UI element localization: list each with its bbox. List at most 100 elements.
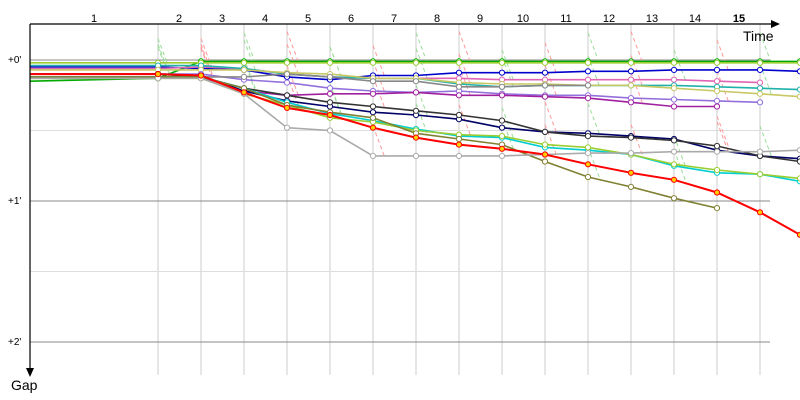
- data-point: [713, 59, 721, 66]
- x-tick-label: 6: [348, 13, 354, 25]
- x-tick-label: 4: [262, 13, 268, 25]
- data-point: [412, 107, 420, 114]
- data-point: [541, 59, 549, 66]
- y-tick-labels: +0' +1' +2': [8, 55, 21, 348]
- pit-connector: [372, 125, 386, 159]
- data-point: [756, 171, 764, 178]
- data-point: [796, 175, 800, 182]
- data-point: [498, 59, 506, 66]
- data-point: [369, 124, 377, 131]
- data-point: [796, 231, 800, 238]
- data-point: [796, 59, 800, 66]
- data-point: [498, 152, 506, 159]
- pit-connector: [587, 103, 601, 136]
- data-point: [584, 82, 592, 89]
- data-point: [584, 95, 592, 102]
- data-point: [670, 195, 678, 202]
- pit-connector: [372, 60, 386, 94]
- data-point: [756, 59, 764, 66]
- data-point: [756, 90, 764, 97]
- data-point: [796, 86, 800, 93]
- data-point: [713, 103, 721, 110]
- data-point: [283, 79, 291, 86]
- data-point: [713, 205, 721, 212]
- data-point: [541, 158, 549, 165]
- data-point: [670, 161, 678, 168]
- data-point: [627, 76, 635, 83]
- data-point: [584, 144, 592, 151]
- data-point: [670, 76, 678, 83]
- pit-connector: [544, 42, 558, 75]
- data-point: [541, 93, 549, 100]
- data-point: [498, 92, 506, 99]
- data-point: [326, 111, 334, 119]
- y-axis-arrow: [26, 368, 34, 377]
- data-point: [756, 85, 764, 92]
- data-point: [796, 93, 800, 100]
- pit-connector: [157, 43, 171, 77]
- data-point: [756, 209, 764, 216]
- x-tick-label: 3: [219, 13, 225, 25]
- data-point: [627, 59, 635, 66]
- data-point: [584, 133, 592, 140]
- pit-connector: [716, 115, 730, 149]
- data-point: [541, 151, 549, 158]
- pit-connector: [630, 31, 644, 64]
- data-point: [627, 183, 635, 190]
- x-axis-title: Time: [743, 28, 774, 44]
- data-point: [455, 59, 463, 66]
- data-point: [369, 103, 377, 110]
- data-point: [584, 161, 592, 168]
- series-line: [30, 73, 800, 237]
- data-point: [541, 128, 549, 135]
- x-tick-label: 7: [391, 13, 397, 25]
- data-point: [240, 89, 248, 96]
- data-point: [541, 69, 549, 76]
- data-point: [154, 71, 162, 78]
- y-tick-label: +1': [8, 196, 21, 207]
- data-point: [455, 92, 463, 99]
- data-point: [240, 59, 248, 66]
- x-tick-label: 8: [434, 13, 440, 25]
- data-point: [584, 59, 592, 66]
- data-point: [412, 89, 420, 96]
- data-point: [627, 150, 635, 157]
- data-point: [670, 103, 678, 110]
- x-tick-label: 15: [733, 13, 745, 25]
- x-tick-label: 14: [689, 13, 701, 25]
- data-point: [713, 189, 721, 196]
- series-points: [154, 58, 800, 238]
- data-point: [627, 99, 635, 106]
- pit-connector: [286, 43, 300, 77]
- data-point: [498, 117, 506, 124]
- x-tick-label: 12: [603, 13, 615, 25]
- data-point: [541, 141, 549, 148]
- data-point: [670, 137, 678, 144]
- data-point: [584, 76, 592, 83]
- data-point: [412, 78, 420, 85]
- data-point: [369, 90, 377, 97]
- data-point: [584, 68, 592, 75]
- data-point: [796, 68, 800, 75]
- data-point: [197, 72, 205, 79]
- data-point: [283, 71, 291, 78]
- x-tick-labels: 1 2 3 4 5 6 7 8 9 10 11 12 13 14 15: [91, 13, 745, 25]
- data-point: [756, 99, 764, 106]
- data-point: [326, 73, 334, 81]
- data-point: [796, 147, 800, 154]
- data-point: [498, 133, 506, 140]
- data-point: [756, 79, 764, 86]
- data-point: [326, 127, 334, 134]
- series-line: [29, 60, 800, 82]
- data-point: [283, 124, 291, 131]
- data-point: [283, 92, 291, 99]
- data-point: [713, 87, 721, 95]
- data-point: [240, 66, 248, 74]
- data-point: [326, 59, 334, 66]
- x-axis-arrow: [771, 20, 780, 28]
- data-point: [455, 141, 463, 148]
- data-point: [369, 109, 377, 116]
- pit-connector: [587, 146, 601, 180]
- x-tick-label: 13: [646, 13, 658, 25]
- data-point: [498, 69, 506, 76]
